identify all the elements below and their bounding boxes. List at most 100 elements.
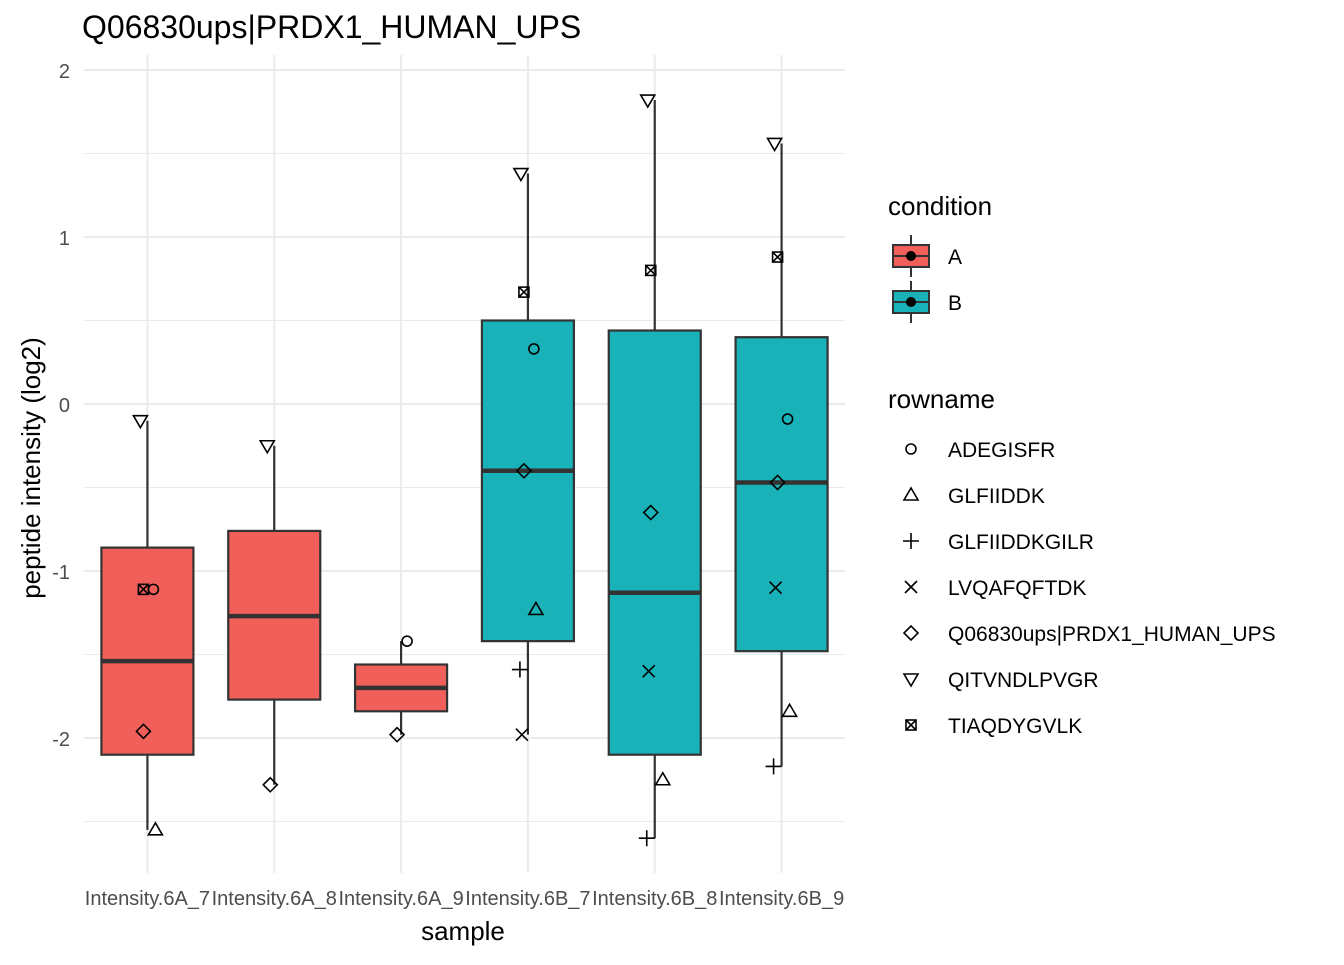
data-point bbox=[765, 758, 782, 775]
box-layer bbox=[100, 100, 829, 839]
shape-circle bbox=[781, 413, 794, 425]
legend-label: A bbox=[948, 246, 962, 269]
shape-circle bbox=[528, 343, 540, 355]
shape-diamond bbox=[642, 504, 659, 521]
box-Intensity.6A_9 bbox=[353, 641, 449, 735]
shape-triangle-up bbox=[781, 702, 798, 718]
shape-cross bbox=[515, 728, 529, 742]
x-tick-label: Intensity.6B_9 bbox=[719, 888, 844, 910]
data-point bbox=[135, 723, 152, 740]
data-point bbox=[388, 726, 406, 743]
legend-items: AB ADEGISFR GLFIIDDK GLFIIDDKGILR LVQAFQFTDK… bbox=[892, 235, 1276, 738]
data-point bbox=[262, 776, 279, 793]
legend: condition rowname AB ADEGISFR GLFIIDDK GLFI… bbox=[888, 191, 1276, 738]
data-point bbox=[515, 462, 533, 479]
legend-label: TIAQDYGVLK bbox=[948, 715, 1082, 738]
y-tick-label: 2 bbox=[59, 61, 70, 83]
legend-key-shape bbox=[902, 486, 920, 501]
box-Intensity.6B_9 bbox=[734, 143, 829, 767]
data-point bbox=[137, 583, 150, 596]
legend-key-shape bbox=[905, 443, 917, 455]
shape-square-x bbox=[137, 583, 149, 595]
box-body bbox=[734, 336, 829, 653]
y-tick-label: 1 bbox=[59, 228, 70, 250]
legend-label: B bbox=[948, 292, 962, 315]
legend-key-shape bbox=[902, 624, 920, 642]
shape-square bbox=[518, 286, 530, 298]
shape-plus bbox=[638, 830, 655, 847]
data-point bbox=[527, 600, 545, 616]
shape-triangle-down bbox=[132, 414, 149, 430]
shape-triangle-up bbox=[147, 821, 164, 836]
shape-square-x bbox=[645, 264, 657, 276]
data-point bbox=[642, 664, 656, 678]
data-point bbox=[654, 771, 672, 786]
shape-square bbox=[137, 583, 150, 596]
legend-key-shape bbox=[903, 533, 919, 549]
shape-plus bbox=[903, 533, 919, 549]
y-tick-label: -2 bbox=[52, 729, 70, 751]
shape-circle bbox=[401, 635, 413, 647]
shape-triangle-down bbox=[902, 673, 920, 688]
legend-label: GLFIIDDKGILR bbox=[948, 531, 1094, 554]
shape-diamond bbox=[769, 474, 786, 491]
shape-triangle-down bbox=[512, 167, 530, 183]
shape-triangle-up bbox=[902, 486, 920, 501]
shape-cross bbox=[642, 664, 656, 678]
legend-key-shape bbox=[905, 719, 917, 731]
box-body bbox=[607, 329, 702, 756]
legend-rowname-item: TIAQDYGVLK bbox=[905, 715, 1082, 738]
legend-key-dot bbox=[906, 297, 916, 307]
shape-diamond bbox=[388, 726, 406, 743]
shape-cross bbox=[769, 581, 783, 595]
shape-triangle-down bbox=[639, 94, 657, 109]
data-point bbox=[769, 581, 783, 595]
shape-triangle-up bbox=[654, 771, 672, 786]
shape-square bbox=[905, 719, 917, 731]
shape-cross bbox=[904, 580, 918, 594]
legend-rowname-item: QITVNDLPVGR bbox=[902, 669, 1099, 692]
legend-label: QITVNDLPVGR bbox=[948, 669, 1099, 692]
data-point bbox=[258, 439, 276, 455]
x-tick-label: Intensity.6A_7 bbox=[85, 888, 210, 910]
box-Intensity.6A_7 bbox=[100, 420, 195, 830]
data-point bbox=[639, 94, 657, 109]
data-point bbox=[766, 137, 783, 153]
box-body bbox=[100, 546, 195, 756]
box-body bbox=[480, 319, 576, 643]
shape-triangle-down bbox=[258, 439, 276, 455]
shape-square-x bbox=[905, 719, 917, 731]
data-point bbox=[401, 635, 413, 647]
legend-rowname-item: GLFIIDDKGILR bbox=[903, 531, 1094, 554]
x-tick-label: Intensity.6A_8 bbox=[212, 888, 337, 910]
point-layer bbox=[132, 94, 798, 847]
legend-label: ADEGISFR bbox=[948, 439, 1055, 462]
x-tick-label: Intensity.6B_7 bbox=[465, 888, 590, 910]
data-point bbox=[644, 264, 657, 277]
legend-rowname-item: GLFIIDDK bbox=[902, 485, 1045, 508]
shape-diamond bbox=[902, 624, 920, 642]
data-point bbox=[147, 821, 164, 836]
shape-square bbox=[644, 264, 657, 277]
shape-triangle-up bbox=[527, 600, 545, 616]
shape-diamond bbox=[135, 723, 152, 740]
data-point bbox=[511, 661, 528, 678]
legend-key-dot bbox=[906, 251, 916, 261]
shape-plus bbox=[511, 661, 528, 678]
data-point bbox=[781, 702, 798, 718]
shape-square bbox=[771, 251, 784, 263]
legend-condition-B: B bbox=[892, 281, 962, 323]
box-Intensity.6B_7 bbox=[480, 173, 576, 735]
shape-diamond bbox=[262, 776, 279, 793]
data-point bbox=[638, 830, 655, 847]
legend-condition-A: A bbox=[892, 235, 962, 277]
x-tick-label: Intensity.6A_9 bbox=[338, 888, 463, 910]
legend-rowname-item: ADEGISFR bbox=[905, 439, 1055, 462]
legend-label: LVQAFQFTDK bbox=[948, 577, 1086, 600]
shape-square-x bbox=[772, 251, 784, 263]
y-axis-title: peptide intensity (log2) bbox=[16, 337, 46, 599]
grid-layer bbox=[84, 55, 845, 873]
